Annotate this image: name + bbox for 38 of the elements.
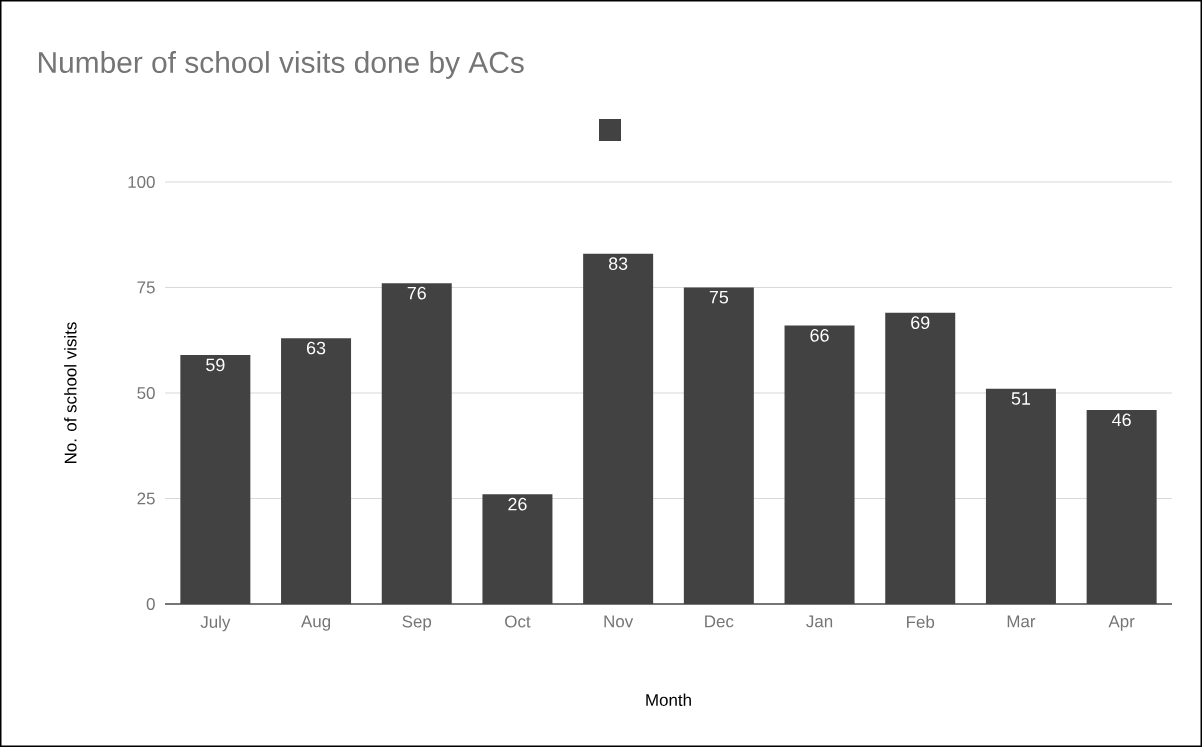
data-label: 26: [508, 497, 527, 511]
x-tick-label: Jan: [806, 615, 833, 628]
chart-title: Number of school visits done by ACs: [38, 51, 524, 79]
y-axis-title: No. of school visits: [64, 322, 77, 463]
data-label: 66: [810, 328, 829, 342]
y-tick-label: 75: [137, 281, 155, 294]
bar: [482, 494, 553, 604]
data-label: 76: [407, 286, 426, 300]
x-tick-label: Nov: [604, 615, 634, 628]
data-label: 51: [1011, 392, 1031, 405]
data-label: 46: [1112, 413, 1131, 427]
y-tick-label: 0: [146, 598, 155, 610]
y-tick-label: 100: [128, 176, 155, 188]
x-tick-label: Feb: [907, 615, 935, 628]
bar: [985, 388, 1056, 604]
bar: [180, 355, 251, 604]
data-label: 69: [911, 316, 930, 330]
x-tick-label: Dec: [705, 615, 734, 628]
data-label: 59: [206, 358, 225, 372]
data-label: 75: [709, 291, 729, 304]
y-tick-label: 50: [137, 387, 155, 399]
y-tick-label: 25: [137, 492, 155, 505]
bar: [885, 312, 956, 604]
data-label: 63: [306, 341, 326, 355]
x-tick-label: Apr: [1108, 615, 1135, 631]
bar: [1086, 409, 1157, 604]
x-tick-label: Oct: [505, 615, 531, 628]
data-label: 83: [608, 257, 628, 270]
bar: [381, 283, 452, 604]
x-tick-label: Mar: [1007, 615, 1036, 628]
bar: [683, 287, 754, 604]
bar: [784, 325, 855, 604]
x-axis-title: Month: [646, 693, 691, 707]
x-tick-label: Sep: [402, 615, 432, 631]
x-tick-label: July: [200, 615, 231, 632]
bar: [583, 253, 654, 604]
bar: [281, 338, 352, 604]
x-tick-label: Aug: [301, 615, 331, 631]
